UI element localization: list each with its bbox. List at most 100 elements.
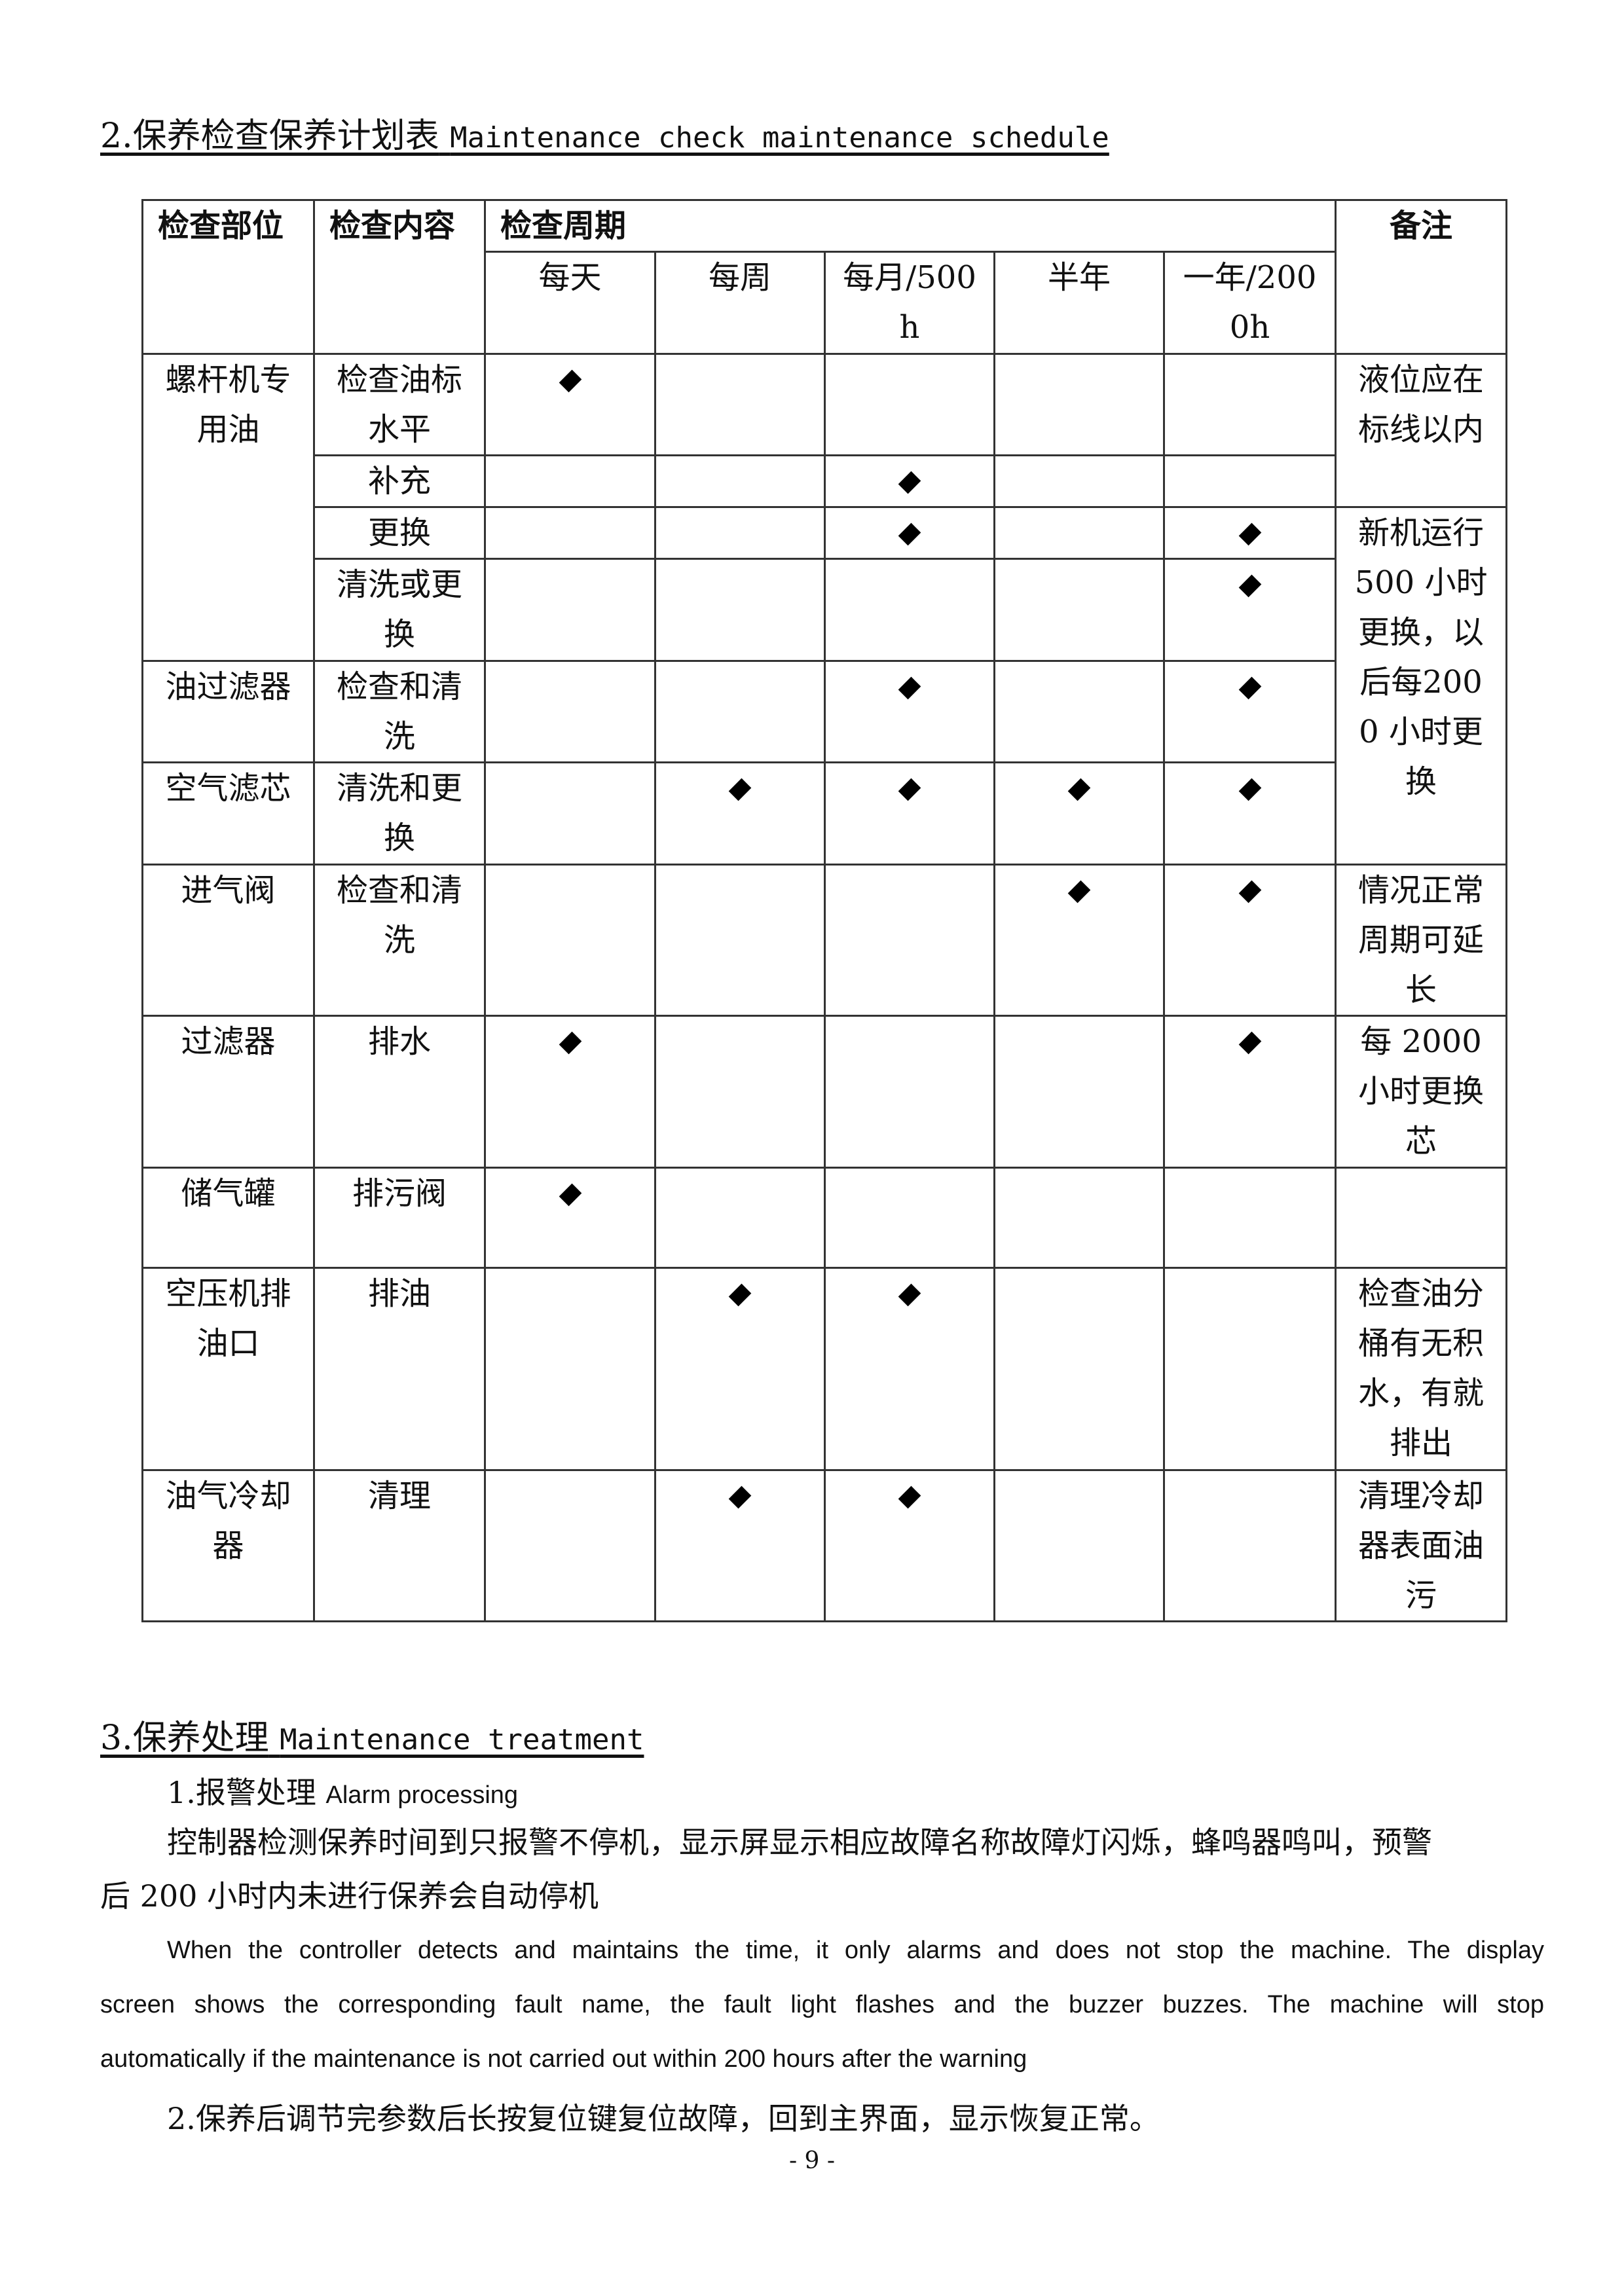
remark-cell: 液位应在标线以内 — [1335, 353, 1508, 508]
page-number: - 9 - — [788, 2147, 836, 2174]
diamond-mark-icon — [559, 1031, 581, 1055]
period-cell — [654, 1469, 826, 1622]
item-1-heading: 1.报警处理 Alarm processing — [167, 1769, 518, 1812]
diamond-mark-icon — [898, 1283, 921, 1307]
table-row: 空压机排油口 排油 检查油分桶有无积水，有就排出 — [141, 1267, 1624, 1471]
diamond-mark-icon — [1238, 574, 1261, 598]
period-cell — [824, 353, 995, 456]
period-cell — [993, 864, 1165, 1017]
header-content: 检查内容 — [313, 199, 486, 355]
diamond-mark-icon — [559, 369, 581, 393]
table-row: 油气冷却器 清理 清理冷却器表面油污 — [141, 1469, 1624, 1622]
content-cell: 排污阀 — [313, 1167, 486, 1269]
diamond-mark-icon — [728, 778, 752, 801]
period-cell — [993, 506, 1165, 560]
period-cell — [1162, 1015, 1337, 1169]
table-row: 进气阀 检查和清洗 情况正常周期可延长 — [141, 864, 1624, 1017]
diamond-mark-icon — [728, 1283, 752, 1307]
table-row: 清洗或更换 — [143, 558, 1624, 662]
section-2-title-en: Maintenance check maintenance schedule — [450, 121, 1109, 155]
period-cell — [654, 1015, 826, 1169]
part-cell: 进气阀 — [141, 864, 315, 1017]
period-cell — [654, 454, 826, 508]
header-period: 检查周期 — [483, 199, 1337, 253]
header-part: 检查部位 — [141, 199, 315, 355]
period-cell — [993, 558, 1165, 662]
period-cell — [484, 864, 656, 1017]
table-row: 储气罐 排污阀 — [141, 1167, 1624, 1269]
period-header: 每天 — [484, 251, 656, 355]
remark-cell: 情况正常周期可延长 — [1335, 864, 1508, 1017]
content-cell: 排水 — [313, 1015, 486, 1169]
period-cell — [1162, 1469, 1337, 1622]
paragraph-cn-line-1: 控制器检测保养时间到只报警不停机，显示屏显示相应故障名称故障灯闪烁，蜂鸣器鸣叫，… — [167, 1825, 1432, 1860]
period-cell — [1162, 454, 1337, 508]
maintenance-schedule-table: 检查部位 检查内容 检查周期 备注 每天 每周 每月/500h 半年 一年/2000h … — [141, 199, 1624, 1622]
period-cell — [993, 454, 1165, 508]
section-2-title: 2.保养检查保养计划表 Maintenance check maintenanc… — [100, 108, 1109, 157]
paragraph-cn-line-2: 后 200 小时内未进行保养会自动停机 — [100, 1878, 599, 1914]
period-cell — [484, 454, 656, 508]
table-row: 更换 新机运行500 小时更换，以后每2000 小时更换 — [143, 506, 1624, 866]
period-cell — [484, 506, 656, 560]
diamond-mark-icon — [1238, 1031, 1261, 1055]
remark-cell: 每 2000 小时更换芯 — [1335, 1015, 1508, 1169]
section-2-title-cn: 2.保养检查保养计划表 — [100, 117, 439, 156]
period-cell — [824, 1267, 995, 1471]
part-cell: 过滤器 — [141, 1015, 315, 1169]
period-cell — [484, 1015, 656, 1169]
diamond-mark-icon — [898, 778, 921, 801]
diamond-mark-icon — [1067, 880, 1091, 903]
period-cell — [993, 1167, 1165, 1269]
period-cell — [1162, 506, 1337, 560]
content-cell: 排油 — [313, 1267, 486, 1471]
period-cell — [1162, 864, 1337, 1017]
period-cell — [824, 558, 995, 662]
period-cell — [654, 353, 826, 456]
period-cell — [654, 864, 826, 1017]
period-cell — [824, 864, 995, 1017]
period-cell — [654, 761, 826, 866]
period-cell — [484, 558, 656, 662]
period-header: 一年/2000h — [1162, 251, 1337, 355]
diamond-mark-icon — [1238, 522, 1261, 546]
period-cell — [1162, 660, 1337, 763]
item-1-heading-cn: 1.报警处理 — [167, 1775, 316, 1810]
paragraph-en-line-3: automatically if the maintenance is not … — [100, 2045, 1027, 2073]
period-cell — [484, 353, 656, 456]
period-cell — [484, 1267, 656, 1471]
period-cell — [484, 660, 656, 763]
section-3-title-cn: 3.保养处理 — [100, 1719, 269, 1758]
diamond-mark-icon — [559, 1183, 581, 1207]
content-cell: 清洗和更换 — [313, 761, 486, 866]
period-cell — [993, 761, 1165, 866]
period-cell — [484, 1469, 656, 1622]
period-cell — [654, 506, 826, 560]
item-1-heading-en: Alarm processing — [325, 1781, 519, 1809]
part-cell: 油过滤器 — [141, 660, 315, 763]
period-cell — [824, 454, 995, 508]
period-header: 半年 — [993, 251, 1165, 355]
remark-cell: 新机运行500 小时更换，以后每2000 小时更换 — [1335, 506, 1508, 866]
diamond-mark-icon — [898, 1485, 921, 1509]
part-cell: 空气滤芯 — [141, 761, 315, 866]
diamond-mark-icon — [1238, 880, 1261, 903]
item-2-text: 2.保养后调节完参数后长按复位键复位故障，回到主界面，显示恢复正常。 — [167, 2101, 1160, 2136]
content-cell: 检查油标水平 — [313, 353, 486, 456]
header-remark: 备注 — [1335, 199, 1508, 355]
part-cell: 油气冷却器 — [141, 1469, 315, 1622]
period-cell — [654, 1267, 826, 1471]
period-cell — [654, 660, 826, 763]
content-cell: 更换 — [313, 506, 486, 560]
period-header: 每月/500h — [824, 251, 995, 355]
period-cell — [1162, 761, 1337, 866]
table-row: 油过滤器 检查和清洗 — [141, 660, 1624, 763]
period-cell — [824, 1015, 995, 1169]
table-row: 过滤器 排水 每 2000 小时更换芯 — [141, 1015, 1624, 1169]
diamond-mark-icon — [1067, 778, 1091, 801]
period-cell — [1162, 353, 1337, 456]
period-cell — [993, 660, 1165, 763]
diamond-mark-icon — [898, 676, 921, 700]
period-cell — [993, 353, 1165, 456]
content-cell: 清理 — [313, 1469, 486, 1622]
